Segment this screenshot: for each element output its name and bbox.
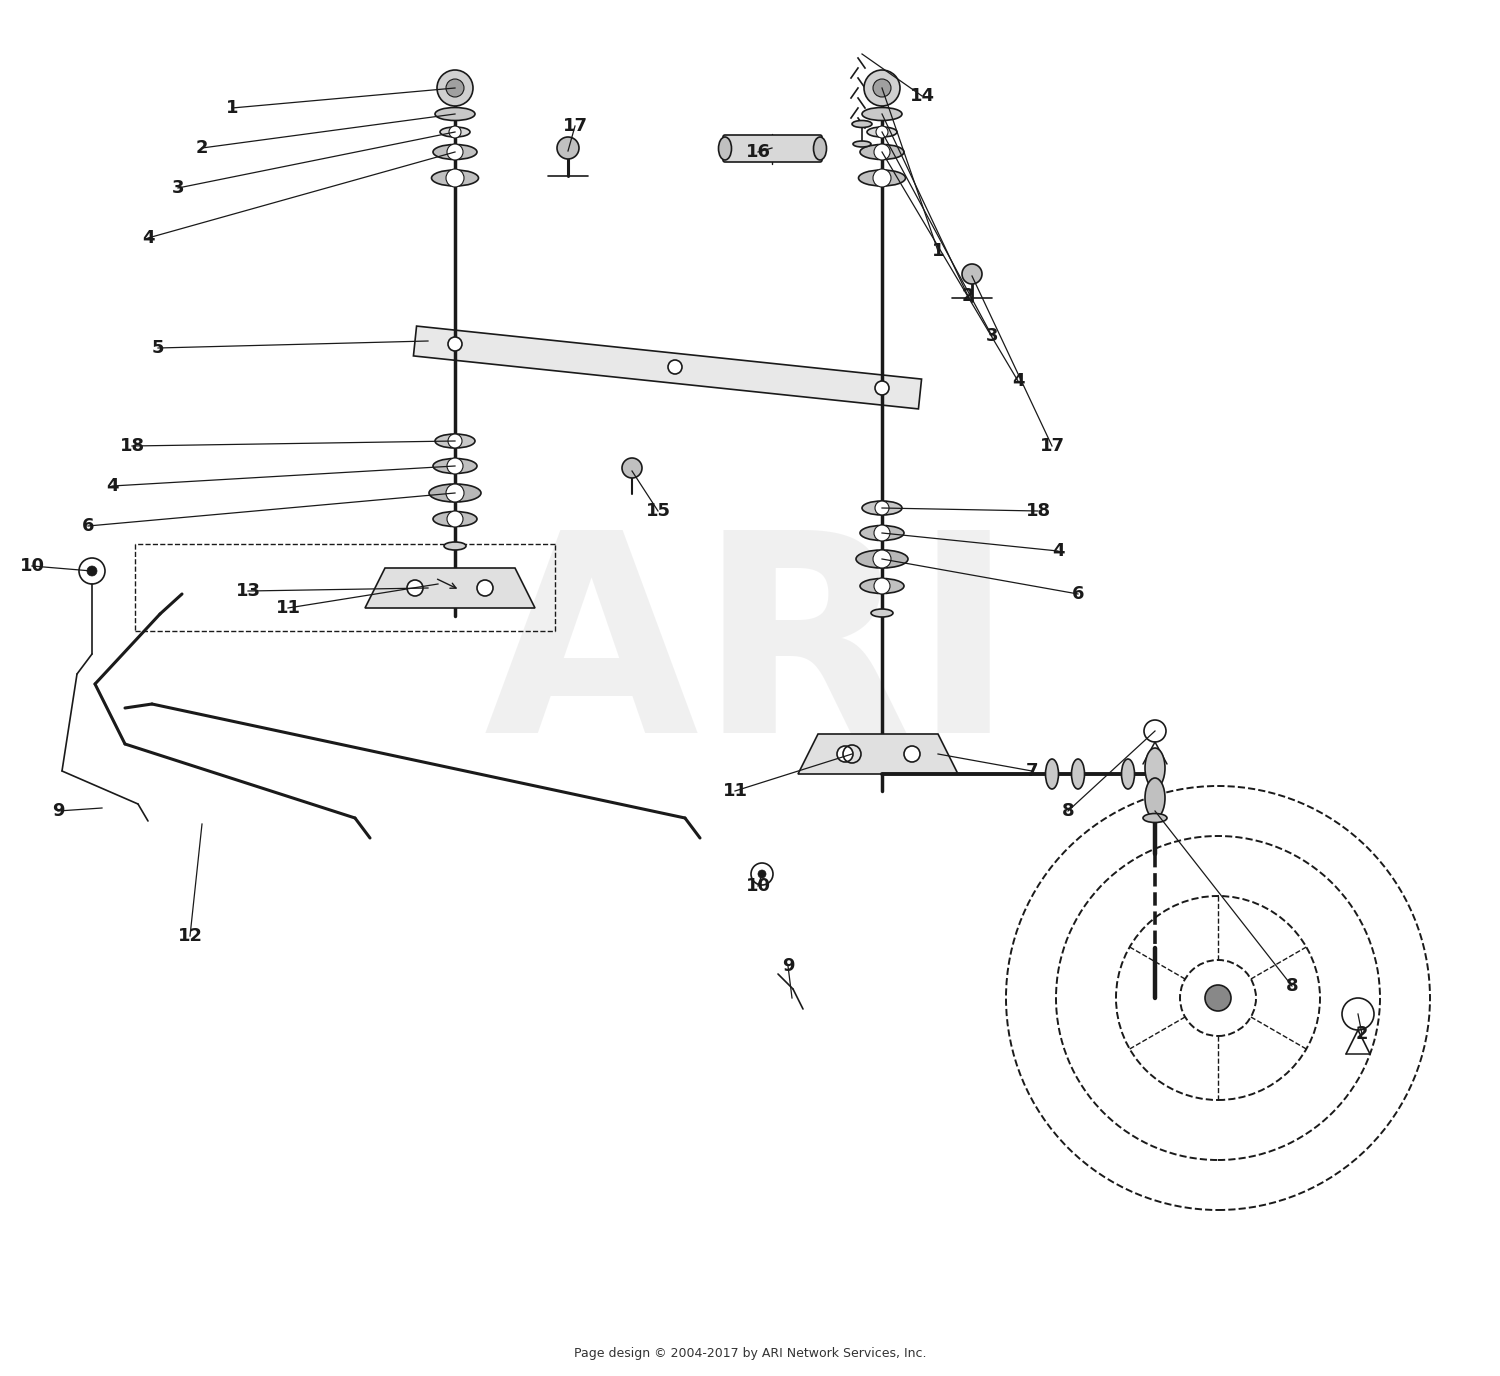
- Circle shape: [873, 169, 891, 187]
- Text: 8: 8: [1062, 802, 1074, 820]
- Polygon shape: [414, 326, 921, 409]
- Text: 15: 15: [645, 502, 670, 520]
- Ellipse shape: [856, 550, 907, 568]
- Text: 18: 18: [1026, 502, 1050, 520]
- Text: 3: 3: [986, 327, 999, 345]
- Ellipse shape: [429, 484, 482, 502]
- Circle shape: [874, 578, 890, 594]
- Text: 5: 5: [152, 338, 165, 356]
- Text: 11: 11: [276, 599, 300, 616]
- Text: 17: 17: [562, 117, 588, 135]
- Circle shape: [876, 127, 888, 138]
- Text: 4: 4: [1013, 372, 1025, 389]
- Circle shape: [448, 433, 462, 449]
- Circle shape: [448, 337, 462, 351]
- Text: 2: 2: [962, 288, 975, 305]
- Circle shape: [904, 746, 920, 762]
- Polygon shape: [364, 568, 536, 608]
- Ellipse shape: [1122, 760, 1134, 788]
- Circle shape: [448, 127, 460, 138]
- Ellipse shape: [813, 138, 826, 160]
- Ellipse shape: [433, 512, 477, 527]
- Ellipse shape: [433, 144, 477, 160]
- Ellipse shape: [859, 144, 904, 160]
- Text: 12: 12: [177, 927, 203, 945]
- Ellipse shape: [859, 578, 904, 593]
- Circle shape: [556, 138, 579, 160]
- Ellipse shape: [435, 433, 476, 449]
- Text: 16: 16: [746, 143, 771, 161]
- Ellipse shape: [433, 458, 477, 473]
- Ellipse shape: [1071, 760, 1084, 788]
- Ellipse shape: [1144, 749, 1166, 788]
- Text: 9: 9: [782, 956, 795, 976]
- Text: Page design © 2004-2017 by ARI Network Services, Inc.: Page design © 2004-2017 by ARI Network S…: [574, 1347, 927, 1361]
- Text: 13: 13: [236, 582, 261, 600]
- Ellipse shape: [859, 526, 904, 541]
- Text: 9: 9: [53, 802, 64, 820]
- Circle shape: [1204, 985, 1231, 1011]
- Ellipse shape: [1143, 813, 1167, 823]
- Circle shape: [446, 169, 464, 187]
- Ellipse shape: [432, 171, 478, 186]
- Circle shape: [864, 70, 900, 106]
- Ellipse shape: [852, 121, 871, 128]
- Text: 4: 4: [1052, 542, 1065, 560]
- Circle shape: [477, 581, 494, 596]
- Text: 10: 10: [746, 877, 771, 894]
- Circle shape: [874, 381, 890, 395]
- Circle shape: [87, 566, 98, 577]
- Circle shape: [874, 526, 890, 541]
- Text: 17: 17: [1040, 438, 1065, 455]
- Text: ARI: ARI: [484, 522, 1016, 791]
- Circle shape: [447, 144, 464, 160]
- Polygon shape: [798, 733, 958, 775]
- Text: 4: 4: [142, 228, 154, 248]
- Circle shape: [446, 484, 464, 502]
- Ellipse shape: [1046, 760, 1059, 788]
- Text: 10: 10: [20, 557, 45, 575]
- Circle shape: [873, 550, 891, 568]
- Text: 6: 6: [1071, 585, 1084, 603]
- Ellipse shape: [858, 171, 906, 186]
- Circle shape: [962, 264, 982, 283]
- Circle shape: [446, 78, 464, 96]
- Text: 2: 2: [196, 139, 208, 157]
- Ellipse shape: [862, 107, 901, 121]
- Circle shape: [447, 510, 464, 527]
- Circle shape: [837, 746, 854, 762]
- Ellipse shape: [718, 138, 732, 160]
- Text: 4: 4: [106, 477, 118, 495]
- Text: 18: 18: [120, 438, 144, 455]
- Circle shape: [447, 458, 464, 473]
- Circle shape: [406, 581, 423, 596]
- Text: 1: 1: [932, 242, 945, 260]
- Text: 1: 1: [226, 99, 238, 117]
- Ellipse shape: [444, 542, 466, 550]
- Ellipse shape: [853, 140, 871, 147]
- Ellipse shape: [867, 127, 897, 138]
- Text: 6: 6: [82, 517, 94, 535]
- Ellipse shape: [1144, 777, 1166, 817]
- Text: 7: 7: [1026, 762, 1038, 780]
- Ellipse shape: [871, 610, 892, 616]
- Circle shape: [436, 70, 472, 106]
- Circle shape: [874, 501, 890, 515]
- Text: 14: 14: [909, 87, 934, 105]
- Circle shape: [622, 458, 642, 477]
- FancyBboxPatch shape: [723, 135, 822, 162]
- Circle shape: [874, 144, 890, 160]
- Text: 11: 11: [723, 782, 747, 799]
- Text: 2: 2: [1356, 1025, 1368, 1043]
- Ellipse shape: [440, 127, 470, 138]
- Circle shape: [873, 78, 891, 96]
- Text: 3: 3: [172, 179, 184, 197]
- Ellipse shape: [435, 107, 476, 121]
- Circle shape: [668, 361, 682, 374]
- Circle shape: [758, 870, 766, 878]
- Ellipse shape: [862, 501, 901, 515]
- Text: 8: 8: [1286, 977, 1299, 995]
